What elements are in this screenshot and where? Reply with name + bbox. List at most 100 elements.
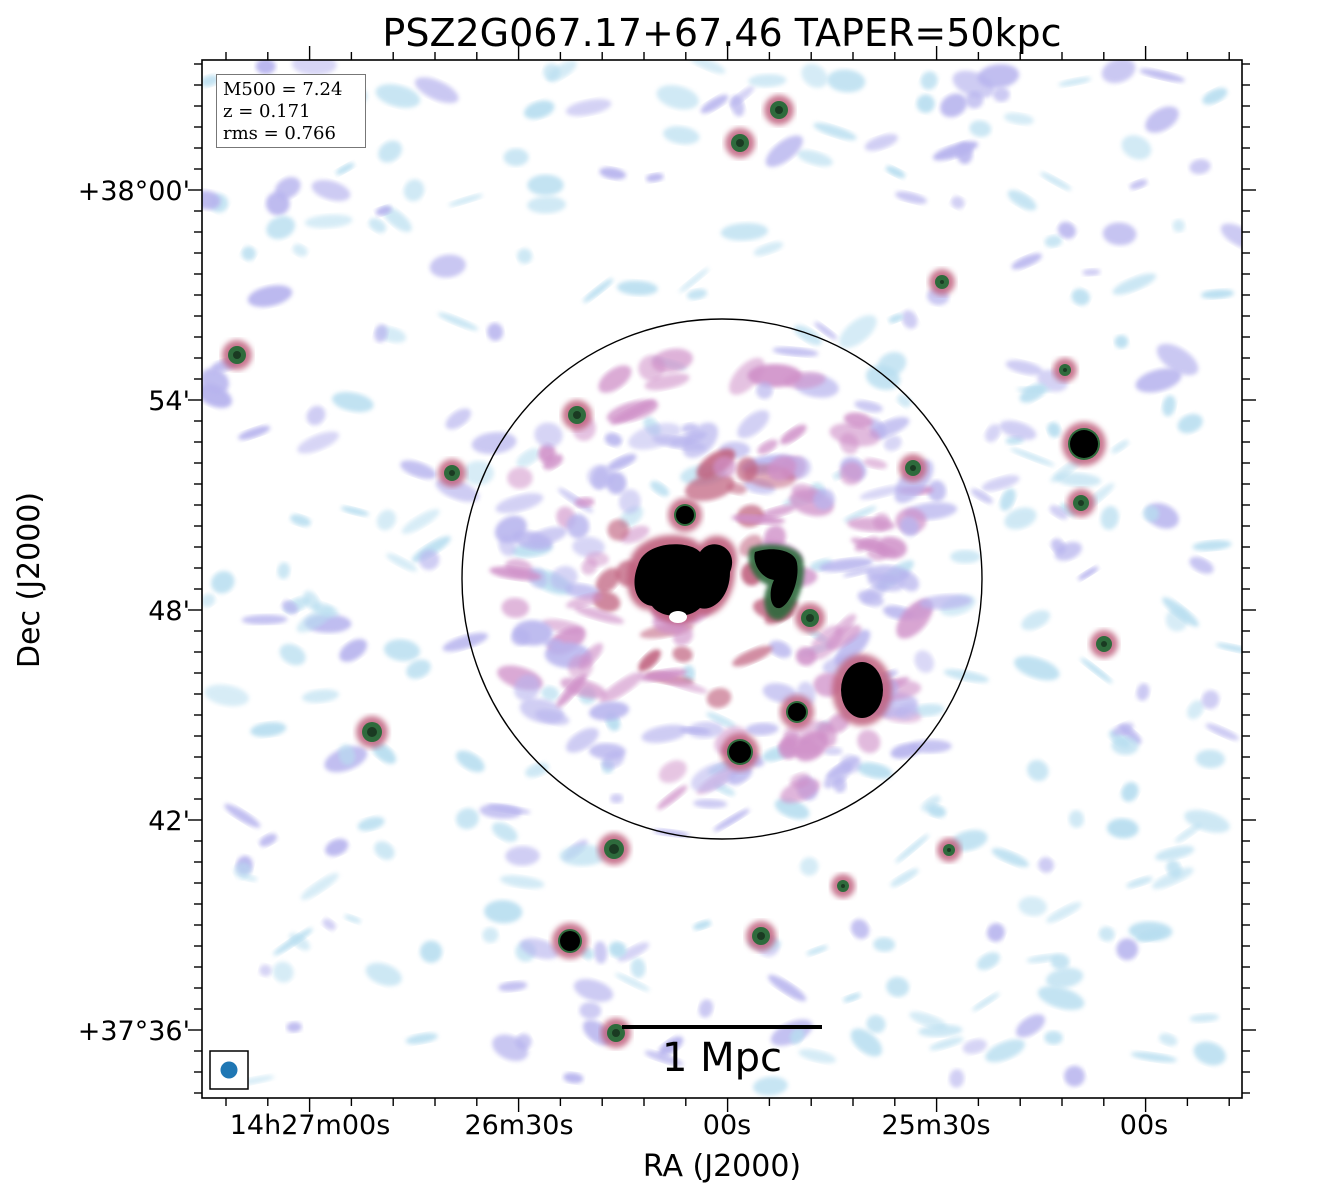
diffuse-emission-patch — [1010, 448, 1055, 467]
diffuse-emission-patch — [999, 420, 1037, 440]
cluster-emission-patch — [566, 727, 599, 753]
cluster-emission-patch — [574, 497, 595, 508]
diffuse-emission-patch — [277, 562, 290, 579]
diffuse-emission-patch — [991, 848, 1029, 868]
diffuse-emission-patch — [448, 194, 483, 207]
diffuse-emission-patch — [921, 795, 941, 812]
figure-title: PSZ2G067.17+67.46 TAPER=50kpc — [382, 11, 1062, 55]
diffuse-emission-patch — [202, 368, 229, 394]
diffuse-emission-patch — [1038, 857, 1054, 873]
diffuse-emission-patch — [1165, 608, 1189, 632]
cluster-emission-patch — [644, 373, 690, 391]
diffuse-emission-patch — [365, 962, 402, 986]
radio-source — [612, 1029, 620, 1037]
diffuse-emission-patch — [241, 614, 288, 625]
central-radio-source — [634, 544, 733, 617]
diffuse-emission-patch — [927, 804, 946, 818]
extended-radio-source — [841, 662, 883, 718]
diffuse-emission-patch — [341, 506, 369, 516]
diffuse-emission-patch — [972, 992, 1000, 1012]
diffuse-emission-patch — [630, 958, 646, 978]
diffuse-emission-patch — [279, 643, 306, 666]
radio-source — [1063, 368, 1067, 372]
diffuse-emission-patch — [335, 162, 355, 175]
diffuse-emission-patch — [517, 248, 533, 264]
radio-source — [1101, 641, 1107, 647]
diffuse-emission-patch — [593, 941, 608, 964]
diffuse-emission-patch — [520, 938, 559, 960]
diffuse-emission-patch — [644, 1050, 684, 1066]
diffuse-emission-patch — [1114, 335, 1129, 349]
plot-frame — [201, 59, 1243, 1099]
cluster-emission-patch — [672, 646, 693, 663]
diffuse-emission-patch — [1130, 1051, 1177, 1063]
diffuse-emission-patch — [583, 278, 614, 303]
cluster-emission-patch — [731, 514, 786, 525]
diffuse-emission-patch — [202, 593, 216, 608]
diffuse-emission-patch — [895, 191, 927, 204]
cluster-emission-patch — [823, 747, 843, 756]
diffuse-emission-patch — [302, 689, 339, 703]
cluster-emission-patch — [794, 731, 829, 762]
diffuse-emission-patch — [886, 976, 910, 997]
y-tick-label: 54' — [148, 386, 190, 417]
diffuse-emission-patch — [877, 352, 907, 377]
diffuse-emission-patch — [608, 941, 627, 958]
diffuse-emission-patch — [920, 71, 938, 90]
diffuse-emission-patch — [976, 952, 1000, 970]
diffuse-emission-patch — [406, 659, 431, 679]
diffuse-emission-patch — [442, 632, 488, 652]
diffuse-emission-patch — [1102, 222, 1137, 246]
diffuse-emission-patch — [1021, 610, 1051, 631]
diffuse-emission-patch — [1220, 223, 1242, 249]
axis-ticks — [188, 46, 1256, 1112]
diffuse-emission-patch — [599, 167, 627, 180]
diffuse-emission-patch — [873, 937, 896, 952]
cluster-emission-patch — [898, 571, 920, 592]
diffuse-emission-patch — [1192, 540, 1232, 551]
cluster-emission-patch — [565, 593, 603, 609]
diffuse-emission-patch — [559, 844, 607, 866]
diffuse-emission-patch — [445, 408, 472, 430]
diffuse-emission-patch — [888, 313, 904, 323]
cluster-emission-patch — [862, 582, 888, 603]
y-tick-label: +37°36' — [77, 1016, 190, 1047]
cluster-emission-patch — [495, 493, 544, 514]
diffuse-emission-patch — [338, 744, 356, 766]
cluster-emission-patch — [598, 365, 632, 393]
radio-source — [841, 884, 845, 888]
diffuse-emission-patch — [281, 600, 298, 614]
diffuse-emission-patch — [1049, 505, 1068, 520]
cluster-emission-patch — [819, 558, 873, 572]
cluster-emission-patch — [514, 674, 540, 701]
diffuse-emission-patch — [498, 981, 528, 992]
cluster-emission-patch — [619, 525, 650, 544]
x-tick-label: 25m30s — [881, 1110, 991, 1141]
diffuse-emission-patch — [240, 874, 258, 882]
diffuse-emission-patch — [663, 126, 700, 145]
diffuse-emission-patch — [943, 669, 989, 683]
diffuse-emission-patch — [1077, 566, 1099, 581]
diffuse-emission-patch — [965, 91, 984, 109]
diffuse-emission-patch — [1026, 954, 1059, 963]
diffuse-emission-patch — [224, 803, 261, 828]
diffuse-emission-patch — [774, 798, 810, 820]
cluster-emission-patch — [542, 453, 563, 470]
m500-value: M500 = 7.24 — [223, 79, 343, 100]
diffuse-emission-patch — [885, 166, 906, 178]
cluster-emission-patch — [610, 400, 656, 425]
diffuse-emission-patch — [1142, 505, 1160, 522]
diffuse-emission-patch — [259, 964, 272, 977]
cluster-emission-patch — [690, 761, 738, 792]
y-tick-label: 42' — [148, 806, 190, 837]
diffuse-emission-patch — [1040, 172, 1072, 191]
radio-source — [788, 703, 806, 721]
cluster-emission-patch — [783, 371, 826, 389]
diffuse-emission-patch — [579, 1001, 602, 1020]
diffuse-emission-patch — [1007, 190, 1037, 211]
cluster-emission-patch — [854, 536, 880, 552]
cluster-emission-patch — [834, 629, 871, 666]
cluster-emission-patch — [599, 671, 644, 704]
diffuse-emission-patch — [371, 742, 396, 764]
cluster-emission-patch — [657, 785, 688, 810]
